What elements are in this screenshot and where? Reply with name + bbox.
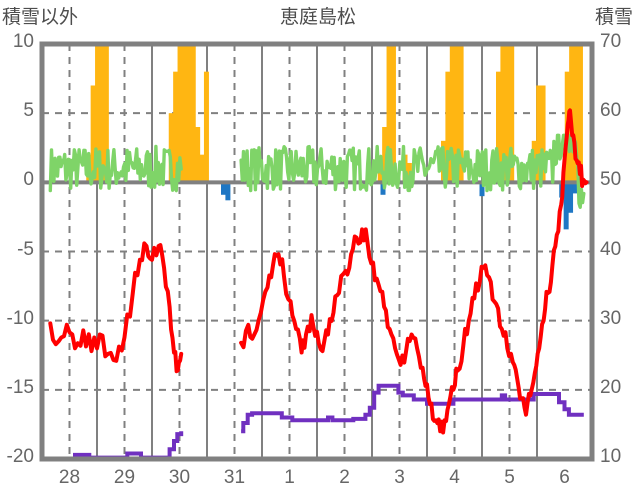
precip-bar	[500, 44, 506, 183]
x-axis-tick: 29	[113, 467, 136, 488]
x-axis-tick: 31	[223, 467, 246, 488]
y-axis-right-tick: 10	[600, 446, 622, 467]
snowfall-bar	[479, 182, 485, 197]
precip-bar	[95, 44, 101, 183]
y-axis-right-tick: 70	[600, 31, 622, 52]
precip-bar	[181, 44, 187, 183]
precip-bar	[509, 44, 515, 183]
green-series-line	[48, 144, 183, 193]
x-axis-tick: 1	[284, 467, 295, 488]
precip-bar	[386, 44, 392, 183]
precip-bar	[449, 44, 455, 183]
temperature-line	[239, 108, 589, 435]
precip-bar	[168, 113, 174, 183]
precip-bar	[536, 85, 542, 183]
temperature-line	[48, 241, 184, 374]
chart-title: 恵庭島松	[279, 7, 356, 28]
y-axis-left-tick: -5	[17, 238, 34, 260]
snowfall-bar	[563, 182, 569, 230]
x-axis-tick: 4	[449, 467, 460, 488]
precip-bar	[190, 44, 196, 183]
x-axis-tick: 30	[168, 467, 191, 488]
y-axis-left-tick: 5	[23, 100, 34, 122]
y-axis-right-tick: 60	[600, 100, 622, 122]
precip-bar	[382, 127, 388, 183]
precip-bar	[390, 44, 396, 183]
y-axis-right-tick: 20	[600, 376, 622, 398]
y-axis-right-tick: 30	[600, 307, 622, 329]
precip-bar	[577, 44, 583, 183]
x-axis-tick: 6	[559, 467, 570, 488]
precip-bar	[504, 44, 510, 183]
precip-bar	[99, 44, 105, 183]
y-axis-left-tick: -15	[6, 376, 34, 398]
precip-bar	[496, 71, 501, 183]
y-axis-left-tick: 0	[23, 169, 34, 191]
precip-bar	[573, 44, 579, 183]
snowfall-bar	[572, 182, 578, 194]
x-axis-tick: 2	[339, 467, 350, 488]
precip-bar	[177, 44, 183, 183]
snowfall-bar	[221, 182, 226, 195]
y-axis-right-tick: 50	[600, 169, 622, 191]
left-axis-title: 積雪以外	[2, 7, 79, 28]
precip-bar	[90, 85, 96, 183]
precip-bar	[540, 85, 546, 183]
precip-bar	[454, 44, 460, 183]
precip-bar	[186, 44, 192, 183]
precip-bar	[173, 71, 179, 183]
green-series-line	[239, 133, 586, 209]
precip-bar	[199, 154, 205, 183]
right-axis-title: 積雪	[594, 7, 633, 28]
x-axis-tick: 5	[504, 467, 515, 488]
x-axis-tick: 3	[394, 467, 405, 488]
precip-bar	[203, 71, 209, 183]
snow-depth-line	[50, 431, 184, 461]
precip-bar	[103, 44, 109, 183]
y-axis-left-tick: -10	[6, 307, 34, 329]
precip-bar	[458, 44, 464, 183]
precip-bar	[195, 127, 201, 183]
snowfall-bar	[568, 182, 574, 213]
x-axis-tick: 28	[58, 467, 81, 488]
y-axis-left-tick: -20	[6, 446, 34, 467]
precip-bar	[445, 71, 451, 183]
y-axis-left-tick: 10	[12, 31, 34, 52]
y-axis-right-tick: 40	[600, 238, 622, 260]
plot-frame	[39, 41, 595, 462]
snowfall-bar	[225, 182, 231, 201]
precip-bar	[377, 165, 383, 183]
